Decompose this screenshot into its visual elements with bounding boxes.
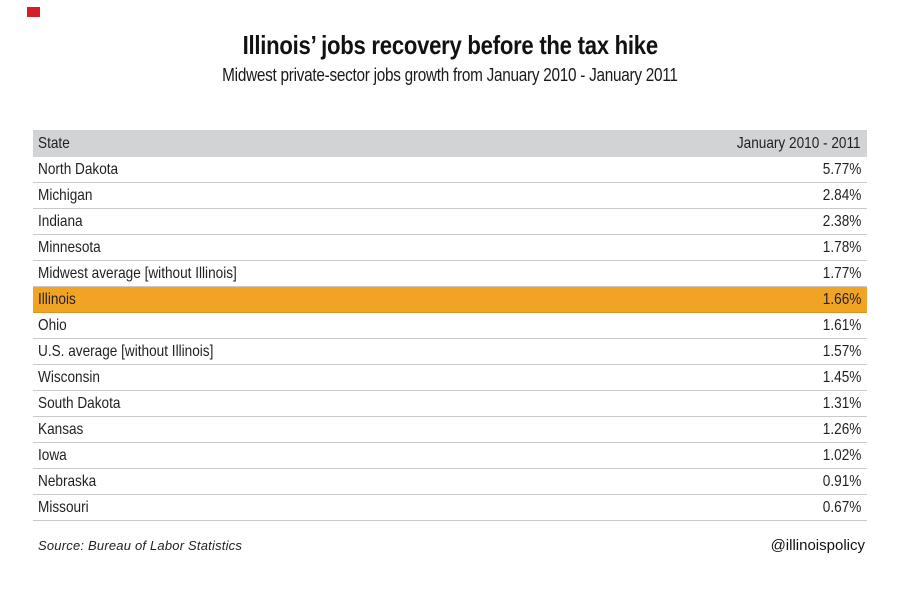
column-header-period: January 2010 - 2011 [737, 134, 861, 152]
value-cell: 0.91% [822, 472, 861, 490]
state-cell: Midwest average [without Illinois] [38, 264, 237, 282]
table-row: Iowa 1.02% [33, 443, 867, 469]
chart-title: Illinois’ jobs recovery before the tax h… [0, 30, 900, 60]
state-cell: Wisconsin [38, 368, 100, 386]
value-cell: 1.78% [822, 238, 861, 256]
value-cell: 1.77% [822, 264, 861, 282]
value-cell: 1.61% [822, 316, 861, 334]
value-cell: 1.66% [822, 290, 861, 308]
value-cell: 0.67% [822, 498, 861, 516]
value-cell: 1.26% [822, 420, 861, 438]
chart-title-text: Illinois’ jobs recovery before the tax h… [242, 30, 658, 60]
table-header-row: State January 2010 - 2011 [33, 130, 867, 157]
column-header-state: State [38, 134, 70, 152]
state-cell: Iowa [38, 446, 67, 464]
table-row: Indiana 2.38% [33, 209, 867, 235]
table-row: North Dakota 5.77% [33, 157, 867, 183]
state-cell: Kansas [38, 420, 84, 438]
value-cell: 2.38% [822, 212, 861, 230]
state-cell: Illinois [38, 290, 76, 308]
value-cell: 2.84% [822, 186, 861, 204]
state-cell: North Dakota [38, 160, 119, 178]
state-cell: Missouri [38, 498, 89, 516]
table-row: Nebraska 0.91% [33, 469, 867, 495]
table-row-highlighted: Illinois 1.66% [33, 287, 867, 313]
table-row: South Dakota 1.31% [33, 391, 867, 417]
table-row: Michigan 2.84% [33, 183, 867, 209]
table-row: Ohio 1.61% [33, 313, 867, 339]
table-row: Kansas 1.26% [33, 417, 867, 443]
table-row: Missouri 0.67% [33, 495, 867, 521]
value-cell: 1.45% [822, 368, 861, 386]
chart-subtitle-text: Midwest private-sector jobs growth from … [222, 65, 678, 85]
table-body: North Dakota 5.77% Michigan 2.84% Indiana 2.3… [33, 157, 867, 521]
state-cell: Indiana [38, 212, 83, 230]
source-note: Source: Bureau of Labor Statistics [38, 538, 243, 553]
chart-subtitle: Midwest private-sector jobs growth from … [0, 63, 900, 87]
state-cell: South Dakota [38, 394, 121, 412]
value-cell: 1.57% [822, 342, 861, 360]
table-row: U.S. average [without Illinois] 1.57% [33, 339, 867, 365]
state-cell: U.S. average [without Illinois] [38, 342, 214, 360]
state-cell: Minnesota [38, 238, 101, 256]
jobs-table: State January 2010 - 2011 North Dakota 5.… [33, 130, 867, 521]
value-cell: 1.31% [822, 394, 861, 412]
twitter-handle: @illinoispolicy [770, 537, 865, 554]
table-row: Midwest average [without Illinois] 1.77% [33, 261, 867, 287]
table-row: Wisconsin 1.45% [33, 365, 867, 391]
state-cell: Ohio [38, 316, 67, 334]
table-row: Minnesota 1.78% [33, 235, 867, 261]
red-logo-mark [27, 7, 40, 17]
value-cell: 1.02% [822, 446, 861, 464]
state-cell: Nebraska [38, 472, 97, 490]
state-cell: Michigan [38, 186, 93, 204]
heading-block: Illinois’ jobs recovery before the tax h… [0, 30, 900, 87]
value-cell: 5.77% [822, 160, 861, 178]
